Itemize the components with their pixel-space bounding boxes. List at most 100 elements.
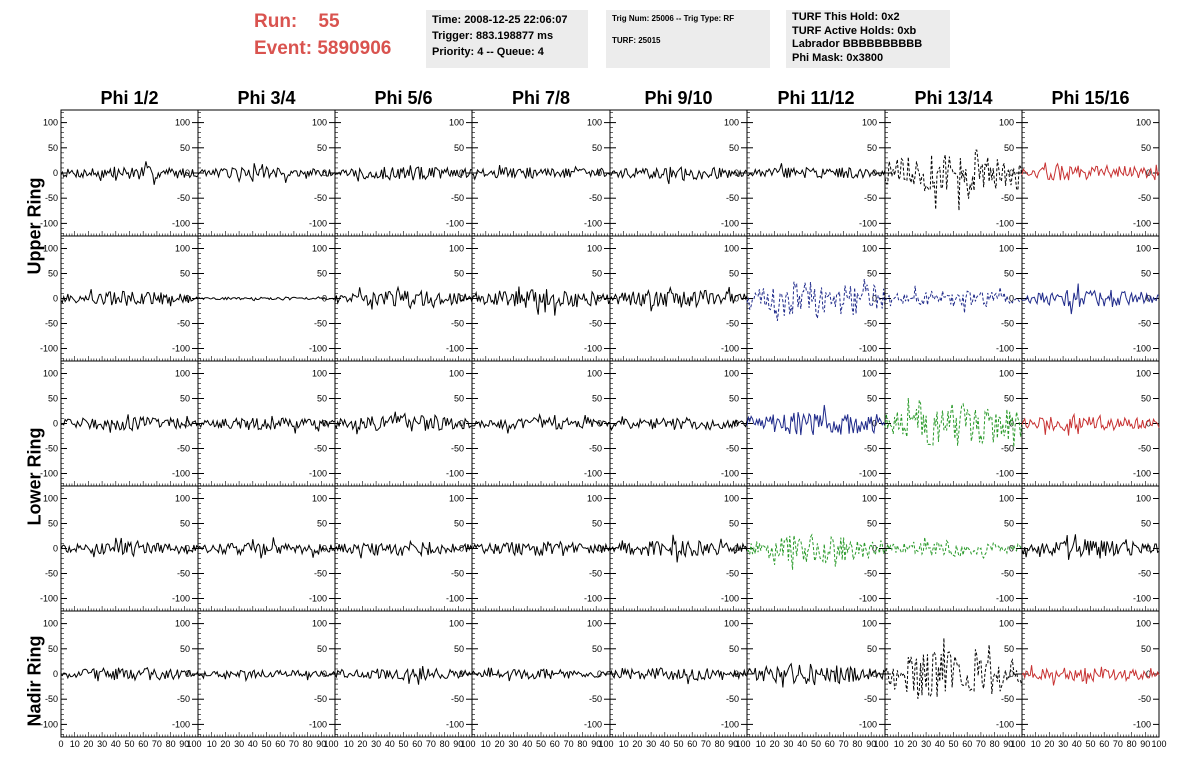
y-tick-label: -50 <box>451 694 464 704</box>
y-tick-label: 100 <box>724 369 739 379</box>
y-tick-label: 50 <box>1141 644 1151 654</box>
x-tick-label: 40 <box>385 739 395 749</box>
y-tick-label: 100 <box>587 494 602 504</box>
y-tick-label: -50 <box>1001 444 1014 454</box>
y-tick-label: -100 <box>1133 719 1151 729</box>
y-tick-label: 50 <box>454 644 464 654</box>
y-tick-label-left: 100 <box>43 369 58 379</box>
y-tick-label: 100 <box>587 369 602 379</box>
y-tick-label: 50 <box>729 269 739 279</box>
y-tick-label: 50 <box>867 644 877 654</box>
y-tick-label: 100 <box>175 244 190 254</box>
y-tick-label: 100 <box>449 118 464 128</box>
y-tick-label: 0 <box>597 669 602 679</box>
x-tick-label: 40 <box>522 739 532 749</box>
x-tick-label: 20 <box>357 739 367 749</box>
waveform-trace <box>60 666 199 682</box>
y-tick-label: 100 <box>999 619 1014 629</box>
x-tick-label: 80 <box>577 739 587 749</box>
x-tick-label: 70 <box>701 739 711 749</box>
y-tick-label: -50 <box>1138 444 1151 454</box>
panel-frame <box>471 235 611 362</box>
y-tick-label: 50 <box>592 519 602 529</box>
y-tick-label: -50 <box>1001 694 1014 704</box>
x-tick-label: 30 <box>371 739 381 749</box>
y-tick-label: -50 <box>726 694 739 704</box>
waveform-trace <box>609 166 748 185</box>
x-tick-label: 20 <box>220 739 230 749</box>
x-tick-label: 30 <box>97 739 107 749</box>
y-tick-label: 0 <box>597 544 602 554</box>
y-tick-label: 100 <box>1136 369 1151 379</box>
y-tick-label: 100 <box>312 494 327 504</box>
trigger-line: Trigger: 883.198877 ms <box>432 30 554 42</box>
y-tick-label: -100 <box>172 469 190 479</box>
y-tick-label: 100 <box>999 369 1014 379</box>
y-tick-label: -50 <box>1001 319 1014 329</box>
x-tick-label: 70 <box>564 739 574 749</box>
y-tick-label: -100 <box>172 594 190 604</box>
y-tick-label: 50 <box>454 394 464 404</box>
x-tick-label: 10 <box>344 739 354 749</box>
y-tick-label: 50 <box>1004 394 1014 404</box>
y-tick-label: -100 <box>1133 218 1151 228</box>
panel-frame <box>746 360 886 487</box>
y-tick-label: 100 <box>175 369 190 379</box>
y-tick-label: -50 <box>589 193 602 203</box>
y-tick-label: 100 <box>587 118 602 128</box>
column-header: Phi 3/4 <box>237 88 295 108</box>
waveform-trace <box>746 662 886 688</box>
waveform-trace <box>609 285 748 312</box>
waveform-trace <box>334 165 473 182</box>
y-tick-label: 0 <box>459 294 464 304</box>
x-tick-label: 70 <box>1113 739 1123 749</box>
x-tick-label: 100 <box>598 739 613 749</box>
y-tick-label: 0 <box>1009 294 1014 304</box>
y-tick-label: -100 <box>996 469 1014 479</box>
x-tick-label: 70 <box>426 739 436 749</box>
turf-hold-line: TURF This Hold: 0x2 <box>792 11 900 23</box>
y-tick-label: 100 <box>999 494 1014 504</box>
x-tick-label: 90 <box>179 739 189 749</box>
y-tick-label: 100 <box>1136 619 1151 629</box>
x-tick-label: 70 <box>976 739 986 749</box>
y-tick-label: 100 <box>312 244 327 254</box>
waveform-trace <box>471 413 611 434</box>
y-tick-label: -100 <box>1133 594 1151 604</box>
y-tick-label-left: -50 <box>45 319 58 329</box>
y-tick-label: 100 <box>587 619 602 629</box>
y-tick-label: 100 <box>999 244 1014 254</box>
y-tick-label: -50 <box>451 193 464 203</box>
x-tick-label: 90 <box>728 739 738 749</box>
x-tick-label: 100 <box>1151 739 1166 749</box>
x-tick-label: 20 <box>632 739 642 749</box>
y-tick-label: 100 <box>862 494 877 504</box>
x-tick-label: 50 <box>1085 739 1095 749</box>
x-tick-label: 50 <box>811 739 821 749</box>
x-tick-label: 10 <box>619 739 629 749</box>
x-tick-label: 60 <box>825 739 835 749</box>
y-tick-label: -50 <box>726 569 739 579</box>
y-tick-label: 0 <box>1009 168 1014 178</box>
y-tick-label-left: 100 <box>43 619 58 629</box>
y-tick-label-left: -50 <box>45 694 58 704</box>
y-tick-label-left: 100 <box>43 244 58 254</box>
y-tick-label: 50 <box>317 519 327 529</box>
x-tick-label: 30 <box>234 739 244 749</box>
x-tick-label: 40 <box>248 739 258 749</box>
x-tick-label: 30 <box>921 739 931 749</box>
y-tick-label: -50 <box>726 444 739 454</box>
panel-frame <box>884 109 1023 237</box>
y-tick-label: -50 <box>726 319 739 329</box>
waveform-trace <box>60 289 199 307</box>
y-tick-label: 50 <box>180 644 190 654</box>
waveform-trace <box>1021 665 1160 686</box>
waveform-trace <box>334 539 473 559</box>
y-tick-label-left: -100 <box>40 344 58 354</box>
x-tick-label: 100 <box>873 739 888 749</box>
y-tick-label: -50 <box>314 444 327 454</box>
x-tick-label: 90 <box>866 739 876 749</box>
y-tick-label-left: 100 <box>43 494 58 504</box>
y-tick-label: -100 <box>309 344 327 354</box>
